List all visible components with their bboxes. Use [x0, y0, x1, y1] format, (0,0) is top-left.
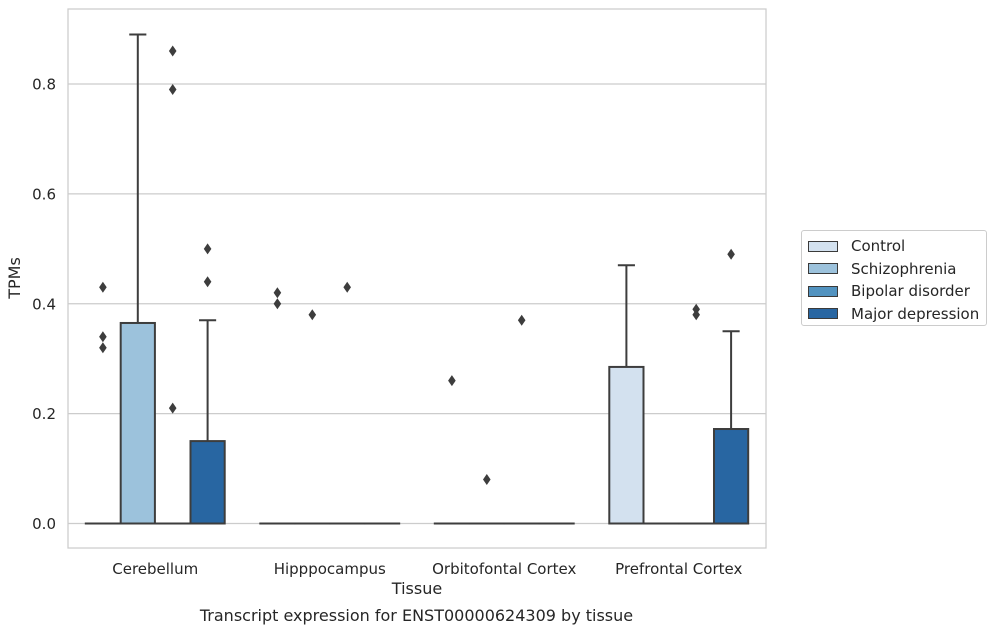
- legend-item: Control: [808, 235, 986, 258]
- x-axis-label: Tissue: [391, 579, 442, 598]
- x-tick-label: Prefrontal Cortex: [615, 560, 742, 578]
- x-tick-label: Hipppocampus: [274, 560, 386, 578]
- gridlines: [68, 83, 766, 525]
- outlier-point: [168, 83, 177, 95]
- y-tick-labels: 0.0 0.2 0.4 0.6 0.8: [32, 76, 56, 534]
- legend: Control Schizophrenia Bipolar disorder Majo…: [801, 230, 987, 326]
- x-tick-label: Cerebellum: [112, 560, 198, 578]
- box-bipolar-disorder: [503, 314, 540, 525]
- legend-swatch: [808, 285, 838, 297]
- box-body: [608, 365, 645, 525]
- outlier-point: [168, 45, 177, 57]
- outlier-point: [727, 248, 735, 260]
- outlier-point: [99, 281, 107, 293]
- legend-label: Bipolar disorder: [851, 282, 970, 301]
- box-control: [608, 264, 645, 525]
- box-control: [84, 281, 122, 525]
- outlier-point: [273, 298, 282, 310]
- x-tick-labels: Cerebellum Hipppocampus Orbitofontal Corte…: [112, 560, 742, 578]
- box-major-depression: [712, 248, 750, 525]
- outlier-point: [203, 243, 212, 255]
- legend-item: Schizophrenia: [808, 258, 986, 281]
- y-tick-label: 0.8: [32, 76, 56, 94]
- outlier-point: [273, 287, 282, 299]
- outlier-point: [99, 331, 107, 343]
- box-bipolar-disorder: [329, 281, 366, 525]
- outlier-point: [168, 402, 177, 414]
- y-tick-label: 0.6: [32, 185, 56, 203]
- outlier-point: [308, 309, 317, 321]
- box-series: [84, 33, 750, 525]
- box-control: [259, 287, 296, 525]
- legend-label: Major depression: [851, 304, 980, 323]
- box-control: [433, 375, 471, 525]
- box-schizophrenia: [468, 474, 505, 525]
- outlier-point: [692, 309, 700, 321]
- legend-label: Schizophrenia: [851, 259, 957, 278]
- outlier-point: [517, 314, 526, 326]
- box-major-depression: [189, 243, 226, 525]
- legend-label: Control: [851, 237, 906, 256]
- outlier-point: [343, 281, 351, 293]
- legend-swatch: [808, 263, 838, 275]
- outlier-point: [483, 474, 491, 486]
- box-bipolar-disorder: [154, 45, 191, 525]
- outlier-point: [99, 342, 107, 354]
- box-body: [119, 321, 156, 525]
- box-schizophrenia: [119, 33, 156, 525]
- box-body: [712, 428, 750, 525]
- y-axis-label: TPMs: [5, 257, 24, 300]
- outlier-point: [448, 375, 456, 387]
- legend-item: Major depression: [808, 303, 986, 326]
- plot-frame: [67, 8, 767, 549]
- legend-swatch: [808, 308, 838, 320]
- box-body: [189, 440, 226, 525]
- outlier-point: [203, 276, 212, 288]
- x-tick-label: Orbitofontal Cortex: [432, 560, 576, 578]
- legend-item: Bipolar disorder: [808, 280, 986, 303]
- y-tick-label: 0.2: [32, 405, 56, 423]
- legend-swatch: [808, 240, 838, 252]
- box-schizophrenia: [294, 309, 331, 525]
- figure-caption: Transcript expression for ENST0000062430…: [199, 606, 634, 625]
- y-tick-label: 0.0: [32, 515, 56, 533]
- y-tick-label: 0.4: [32, 295, 56, 313]
